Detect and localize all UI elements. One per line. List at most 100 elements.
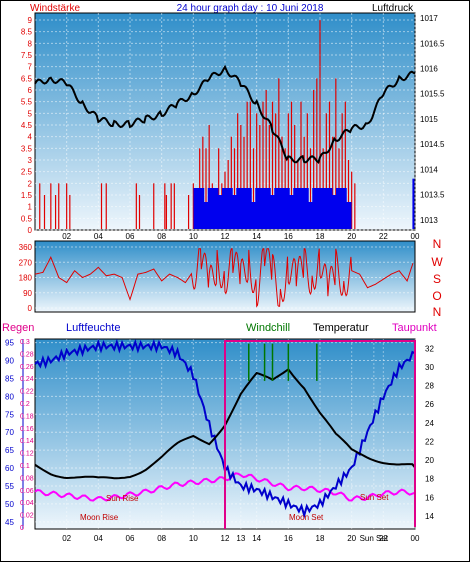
gust-bar [274,188,281,229]
gust-bar [222,188,228,229]
gust-bar [336,188,342,229]
temp-x-tick: 12 [221,534,230,543]
annotation-moon-rise: Moon Rise [80,513,119,522]
temp-y-tick: 14 [425,512,434,521]
temp-x-tick: 18 [316,534,325,543]
temp-y-tick: 16 [425,493,434,502]
temp-x-tick: 20 [347,534,356,543]
temp-y-tick: 22 [425,437,434,446]
wind-x-tick: 10 [189,232,198,241]
temp-x-tick: 22 [379,534,388,543]
temp-y-tick: 18 [425,475,434,484]
humidity-y-tick: 65 [5,446,14,455]
direction-y-tick: 180 [19,274,33,283]
gust-bar [236,188,243,229]
humidity-y-tick: 95 [5,339,14,348]
gust-bar [269,195,276,229]
temp-x-tick: 02 [62,534,71,543]
rain-y-tick: 0.26 [20,364,34,371]
gust-bar [326,188,333,229]
humidity-y-tick: 50 [5,500,14,509]
wind-x-tick: 22 [379,232,388,241]
direction-line [34,248,414,308]
wind-y-tick: 4.5 [21,121,33,130]
gust-bar [260,188,266,229]
pressure-y-tick: 1013.5 [420,191,445,200]
rain-y-tick: 0.3 [20,339,30,346]
rain-y-tick: 0.1 [20,463,30,470]
rain-y-tick: 0 [20,525,24,532]
wind-x-tick: 00 [411,232,420,241]
temp-x-tick: 06 [126,534,135,543]
direction-y-tick: 360 [19,243,33,252]
humidity-y-tick: 70 [5,428,14,437]
wind-y-tick: 5.5 [21,98,33,107]
rain-y-tick: 0.02 [20,513,34,520]
rain-y-tick: 0.28 [20,351,34,358]
wind-y-tick: 3.5 [21,144,33,153]
wind-x-tick: 14 [252,232,261,241]
gust-bar [283,188,290,229]
wind-y-tick: 7 [28,63,33,72]
temp-y-tick: 24 [425,419,434,428]
wind-y-tick: 6.5 [21,74,33,83]
legend-temperature: Temperatur [313,322,369,334]
temp-y-tick: 32 [425,344,434,353]
temp-x-tick: 08 [157,534,166,543]
gust-bar [250,202,257,229]
wind-y-tick: 1.5 [21,191,33,200]
temp-y-tick: 20 [425,456,434,465]
gust-bar [288,195,295,229]
temp-x-tick: 13 [236,534,245,543]
axis-labels: 02 04 06 08 10 12 14 16 18 20 22 0000.511.522.533.5… [5,14,445,543]
rain-y-tick: 0.12 [20,451,34,458]
rain-y-tick: 0.24 [20,376,34,383]
temp-x-tick: 16 [284,534,293,543]
pressure-y-tick: 1013 [420,216,438,225]
temp-x-tick: 10 [189,534,198,543]
temp-y-tick: 26 [425,400,434,409]
gust-bar [231,195,238,229]
rain-y-tick: 0.08 [20,475,34,482]
pressure-y-tick: 1015 [420,115,438,124]
gust-bar [241,188,247,229]
temp-x-tick: 00 [411,534,420,543]
pressure-y-tick: 1016.5 [420,39,445,48]
rain-y-tick: 0.22 [20,389,34,396]
gust-bar [340,188,347,229]
temp-y-tick: 28 [425,382,434,391]
wind-y-tick: 5 [28,109,33,118]
gust-bar [331,195,338,229]
direction-y-tick: 270 [19,258,33,267]
wind-x-tick: 20 [347,232,356,241]
legend-rain: Regen [2,322,34,334]
gust-bar [207,188,214,229]
humidity-y-tick: 55 [5,482,14,491]
temp-x-tick: 04 [94,534,103,543]
gust-bar [412,178,415,229]
rain-y-tick: 0.14 [20,438,34,445]
temp-x-tick: Sun Set [360,534,389,543]
wind-x-tick: 04 [94,232,103,241]
rain-y-tick: 0.06 [20,488,34,495]
rain-y-tick: 0.16 [20,426,34,433]
wind-y-tick: 8.5 [21,28,33,37]
legend-windchill: Windchill [246,322,290,334]
direction-letter-o: O [432,289,441,303]
humidity-y-tick: 60 [5,464,14,473]
gust-bar [212,188,219,229]
gust-bar [317,188,323,229]
annotation-moon-set: Moon Set [289,513,324,522]
direction-letter-n1: N [433,237,442,251]
gust-bar [193,188,200,229]
pressure-y-tick: 1015.5 [420,90,445,99]
gust-bar [293,188,300,229]
direction-letter-n2: N [433,305,442,319]
direction-y-tick: 0 [28,304,33,313]
pressure-line [34,64,416,164]
humidity-y-tick: 45 [5,518,14,527]
annotation-sun-rise: Sun Rise [106,494,139,503]
direction-letter-s: S [433,272,441,286]
wind-y-tick: 7.5 [21,51,33,60]
